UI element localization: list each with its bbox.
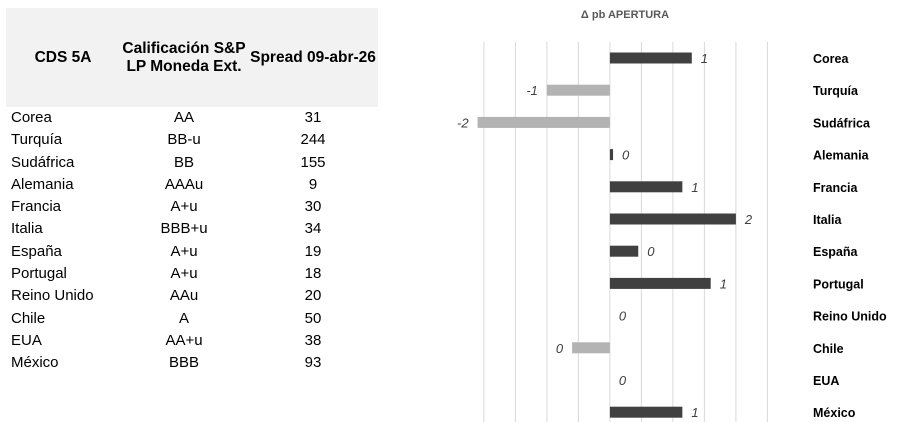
table-row: Italia BBB+u 34 bbox=[6, 218, 378, 240]
spread-cell: 34 bbox=[304, 220, 322, 238]
header-spread: Spread 09-abr-26 bbox=[250, 48, 376, 66]
bar bbox=[572, 342, 610, 354]
data-label: 2 bbox=[744, 212, 753, 227]
spread-cell: 155 bbox=[300, 153, 326, 171]
data-label: 1 bbox=[691, 180, 698, 195]
data-label: 1 bbox=[691, 405, 698, 420]
table-row: Portugal A+u 18 bbox=[6, 263, 378, 285]
table-row: Alemania AAAu 9 bbox=[6, 174, 378, 196]
rating-cell: A+u bbox=[170, 265, 198, 283]
rating-cell: A+u bbox=[170, 242, 198, 260]
data-label: 1 bbox=[701, 51, 708, 66]
country-cell: México bbox=[11, 354, 59, 372]
bar bbox=[609, 52, 692, 64]
table-row: Francia A+u 30 bbox=[6, 196, 378, 218]
spread-cell: 93 bbox=[304, 354, 322, 372]
category-label: Italia bbox=[813, 213, 843, 227]
country-cell: Portugal bbox=[11, 265, 67, 283]
category-label: Turquía bbox=[813, 84, 859, 98]
data-label: 0 bbox=[619, 373, 627, 388]
spread-cell: 38 bbox=[304, 331, 322, 349]
bar bbox=[609, 277, 711, 289]
header-rating: Calificación S&P LP Moneda Ext. bbox=[122, 39, 246, 75]
country-cell: Reino Unido bbox=[11, 287, 94, 305]
data-label: 0 bbox=[556, 341, 564, 356]
category-label: Chile bbox=[813, 342, 844, 356]
spread-cell: 20 bbox=[304, 287, 322, 305]
country-cell: España bbox=[11, 242, 62, 260]
category-label: Alemania bbox=[813, 149, 870, 163]
category-label: Portugal bbox=[813, 277, 864, 291]
country-cell: Francia bbox=[11, 198, 62, 216]
table-row: Turquía BB-u 244 bbox=[6, 129, 378, 151]
category-label: EUA bbox=[813, 374, 839, 388]
spread-cell: 30 bbox=[304, 198, 322, 216]
rating-cell: AA bbox=[173, 109, 194, 126]
table-body: Corea AA 31 Turquía BB-u 244 Sudáfrica BB 155 Ale… bbox=[6, 107, 378, 375]
spread-cell: 19 bbox=[304, 242, 322, 260]
table-row: Reino Unido AAu 20 bbox=[6, 285, 378, 307]
rating-cell: BBB+u bbox=[160, 220, 208, 238]
data-label: 0 bbox=[622, 148, 630, 163]
rating-cell: BB bbox=[173, 153, 194, 171]
table-row: España A+u 19 bbox=[6, 241, 378, 263]
bar bbox=[477, 116, 610, 128]
delta-bar-chart: Δ pb APERTURA 1 Corea -1 Turquía -2 Sudáfrica 0… bbox=[457, 9, 887, 422]
category-label: Sudáfrica bbox=[813, 116, 871, 130]
rating-cell: A+u bbox=[170, 198, 198, 216]
country-cell: EUA bbox=[11, 331, 42, 349]
country-cell: Chile bbox=[11, 309, 46, 327]
category-label: Francia bbox=[813, 181, 859, 195]
spread-cell: 31 bbox=[304, 109, 322, 126]
table-row: Corea AA 31 bbox=[6, 107, 378, 129]
table-header: CDS 5A Calificación S&P LP Moneda Ext. S… bbox=[6, 8, 378, 107]
rating-cell: BBB bbox=[168, 354, 199, 372]
cds-table: CDS 5A Calificación S&P LP Moneda Ext. S… bbox=[6, 8, 378, 375]
category-label: Corea bbox=[813, 52, 849, 66]
bar bbox=[609, 406, 683, 418]
spread-cell: 18 bbox=[304, 265, 322, 283]
spread-cell: 50 bbox=[304, 309, 322, 327]
country-cell: Corea bbox=[11, 109, 52, 126]
rating-cell: BB-u bbox=[167, 131, 201, 149]
header-country: CDS 5A bbox=[34, 48, 92, 66]
category-label: España bbox=[813, 245, 859, 259]
table-row: Chile A 50 bbox=[6, 308, 378, 330]
bar bbox=[609, 245, 639, 257]
category-label: Reino Unido bbox=[813, 310, 887, 324]
country-cell: Sudáfrica bbox=[11, 153, 75, 171]
spread-cell: 9 bbox=[308, 175, 318, 193]
data-label: 0 bbox=[619, 309, 627, 324]
table-row: Sudáfrica BB 155 bbox=[6, 152, 378, 174]
category-label: México bbox=[813, 406, 856, 420]
rating-cell: A bbox=[178, 309, 189, 327]
bar bbox=[609, 213, 736, 225]
bar bbox=[546, 84, 610, 96]
table-row: México BBB 93 bbox=[6, 352, 378, 374]
data-label: 1 bbox=[720, 276, 727, 291]
rating-cell: AA+u bbox=[165, 331, 203, 349]
data-label: -2 bbox=[457, 115, 469, 130]
table-row: EUA AA+u 38 bbox=[6, 330, 378, 352]
country-cell: Italia bbox=[11, 220, 43, 238]
spread-cell: 244 bbox=[300, 131, 326, 149]
data-label: 0 bbox=[647, 244, 655, 259]
chart-title: Δ pb APERTURA bbox=[581, 9, 669, 21]
country-cell: Turquía bbox=[11, 131, 63, 149]
bar bbox=[609, 181, 683, 193]
rating-cell: AAu bbox=[169, 287, 199, 305]
country-cell: Alemania bbox=[11, 175, 74, 193]
data-label: -1 bbox=[526, 83, 538, 98]
rating-cell: AAAu bbox=[164, 175, 204, 193]
bar bbox=[609, 149, 614, 161]
